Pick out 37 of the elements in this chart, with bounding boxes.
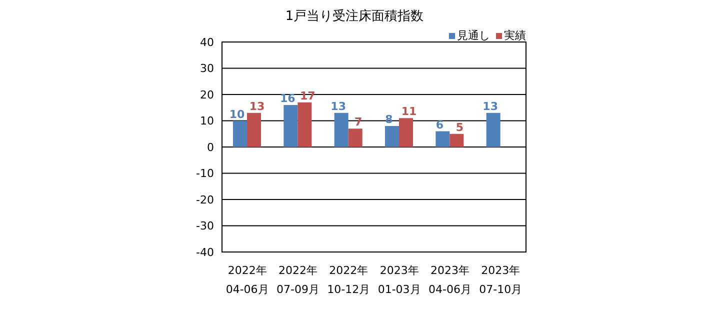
data-label: 13: [249, 100, 265, 113]
y-tick-label: 40: [200, 36, 214, 49]
bar: [399, 118, 413, 147]
data-label: 13: [330, 100, 346, 113]
bar: [233, 120, 247, 147]
y-tick-label: 20: [200, 88, 214, 102]
data-label: 11: [401, 105, 417, 118]
bar: [436, 131, 450, 147]
y-tick-label: 0: [207, 140, 214, 154]
data-label: 6: [436, 118, 444, 132]
x-tick-label: 2023年 01-03月: [378, 264, 421, 296]
y-tick-label: -20: [196, 193, 214, 206]
x-tick-label: 2022年 07-09月: [276, 264, 320, 296]
bar: [298, 102, 312, 147]
bar: [450, 134, 464, 147]
data-label: 13: [482, 100, 498, 113]
chart-title: 1戸当り受注床面積指数: [284, 8, 425, 26]
bar: [284, 105, 298, 147]
x-tick-label: 2023年 04-06月: [428, 264, 472, 296]
x-tick-label: 2022年 04-06月: [226, 264, 269, 296]
y-tick-label: 10: [200, 114, 214, 128]
y-tick-label: 30: [200, 62, 214, 76]
x-tick-label: 2022年 10-12月: [327, 264, 370, 296]
x-tick-label: 2023年 07-10月: [479, 264, 522, 296]
bar: [348, 128, 362, 147]
bar: [247, 112, 261, 147]
y-tick-label: -40: [196, 246, 214, 259]
data-label: 10: [229, 108, 245, 121]
data-label: 5: [456, 120, 464, 134]
data-label: 16: [280, 92, 296, 105]
y-tick-label: -10: [196, 167, 214, 180]
y-tick-label: -30: [196, 220, 214, 233]
legend-label: 見通し: [456, 28, 490, 43]
legend-label: 実績: [503, 28, 526, 43]
bar: [334, 112, 348, 147]
bar: [486, 112, 500, 147]
bar: [385, 126, 399, 147]
